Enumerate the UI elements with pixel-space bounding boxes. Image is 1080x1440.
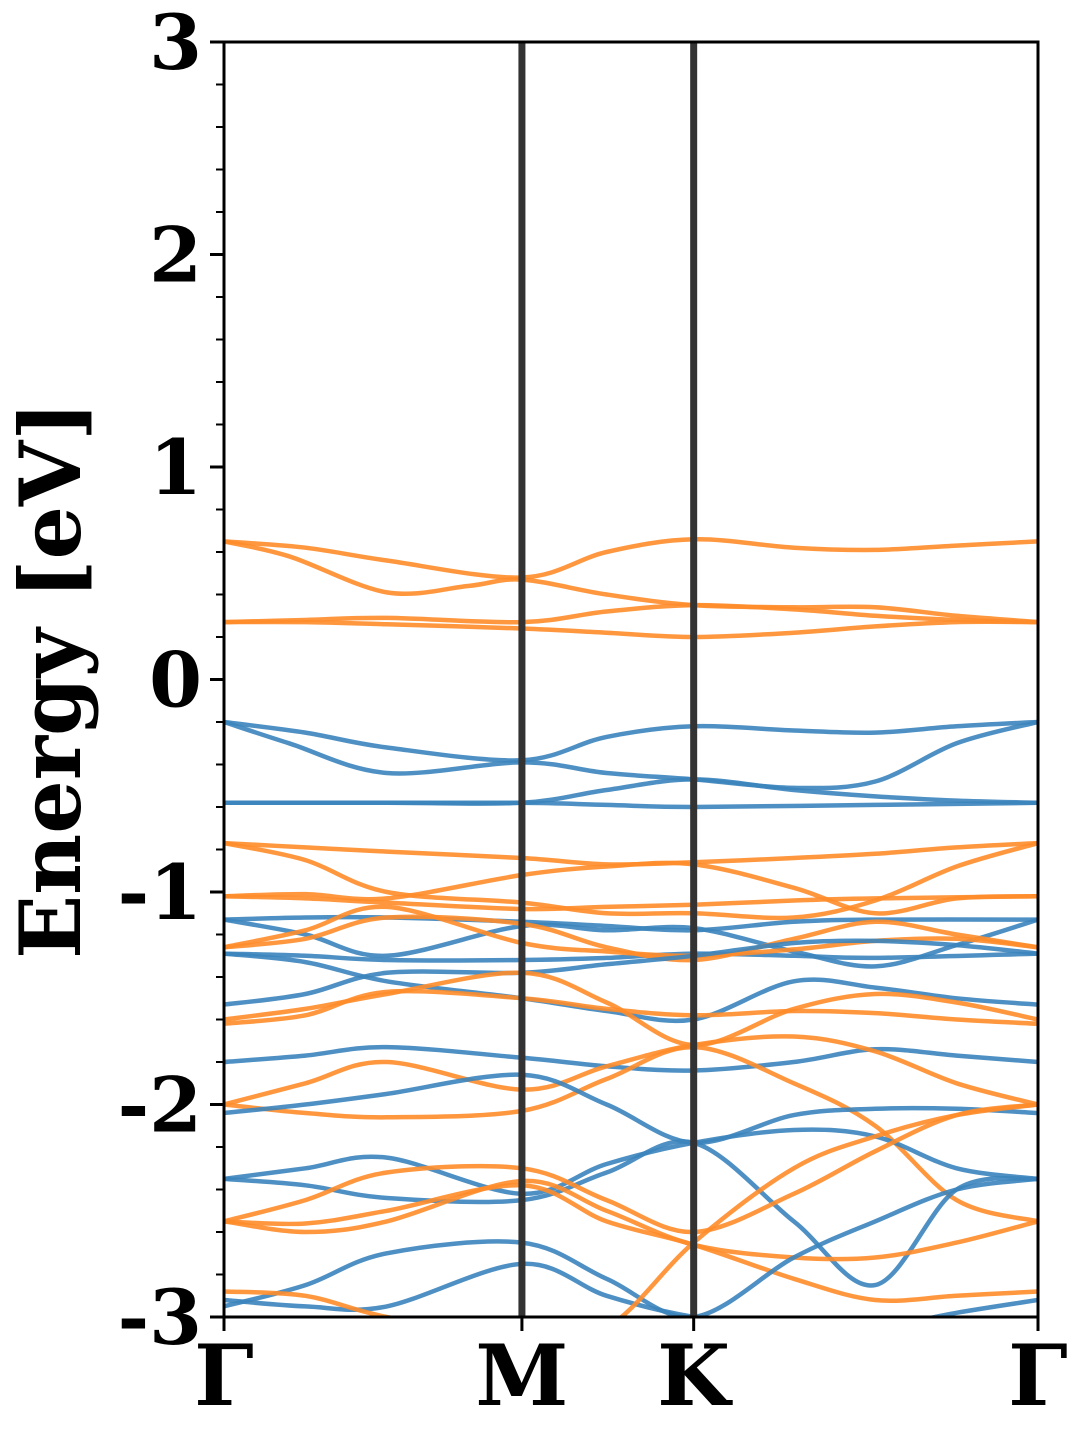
conduction-band-0 bbox=[224, 537, 1038, 580]
valence-band-31 bbox=[224, 1261, 1038, 1317]
y-tick-label: -1 bbox=[118, 848, 202, 937]
conduction-band-20 bbox=[224, 988, 1038, 1027]
y-tick-label: 1 bbox=[149, 423, 202, 512]
conduction-band-10 bbox=[224, 860, 1038, 916]
x-tick-label: K bbox=[657, 1326, 733, 1425]
valence-band-4 bbox=[224, 719, 1038, 763]
valence-band-24 bbox=[224, 1072, 1038, 1146]
valence-band-17 bbox=[224, 938, 1038, 1007]
valence-band-5 bbox=[224, 719, 1038, 791]
valence-band-30 bbox=[224, 1176, 1038, 1317]
valence-band-21 bbox=[224, 1044, 1038, 1073]
y-axis-title: Energy [eV] bbox=[1, 401, 100, 959]
band-lines bbox=[224, 537, 1038, 1317]
valence-band-26 bbox=[224, 1139, 1038, 1288]
conduction-band-11 bbox=[224, 894, 1038, 912]
conduction-band-3 bbox=[224, 619, 1038, 640]
valence-band-7 bbox=[224, 800, 1038, 810]
valence-band-13 bbox=[224, 917, 1038, 969]
valence-band-18 bbox=[224, 951, 1038, 1024]
y-tick-label: -3 bbox=[118, 1273, 202, 1362]
conduction-band-22 bbox=[224, 1034, 1038, 1107]
y-axis-ticks: 3 2 1 0 -1 -2 -3 bbox=[118, 0, 224, 1362]
conduction-band-1 bbox=[224, 539, 1038, 625]
y-tick-label: 2 bbox=[149, 211, 202, 300]
valence-band-14 bbox=[224, 951, 1038, 963]
y-tick-label: -2 bbox=[118, 1061, 202, 1150]
conduction-band-9 bbox=[224, 840, 1038, 921]
conduction-band-32 bbox=[224, 1102, 1038, 1317]
conduction-band-29 bbox=[224, 1183, 1038, 1304]
conduction-band-27 bbox=[224, 1102, 1038, 1235]
x-tick-label: Γ bbox=[194, 1326, 254, 1425]
high-symmetry-dividers bbox=[518, 42, 698, 1317]
conduction-band-23 bbox=[224, 1044, 1038, 1224]
conduction-band-2 bbox=[224, 602, 1038, 625]
y-tick-label: 3 bbox=[149, 0, 202, 87]
x-tick-label: M bbox=[475, 1326, 568, 1425]
conduction-band-28 bbox=[224, 1178, 1038, 1262]
y-tick-label: 0 bbox=[149, 636, 202, 725]
conduction-band-16 bbox=[224, 904, 1038, 959]
x-tick-label: Γ bbox=[1008, 1326, 1068, 1425]
